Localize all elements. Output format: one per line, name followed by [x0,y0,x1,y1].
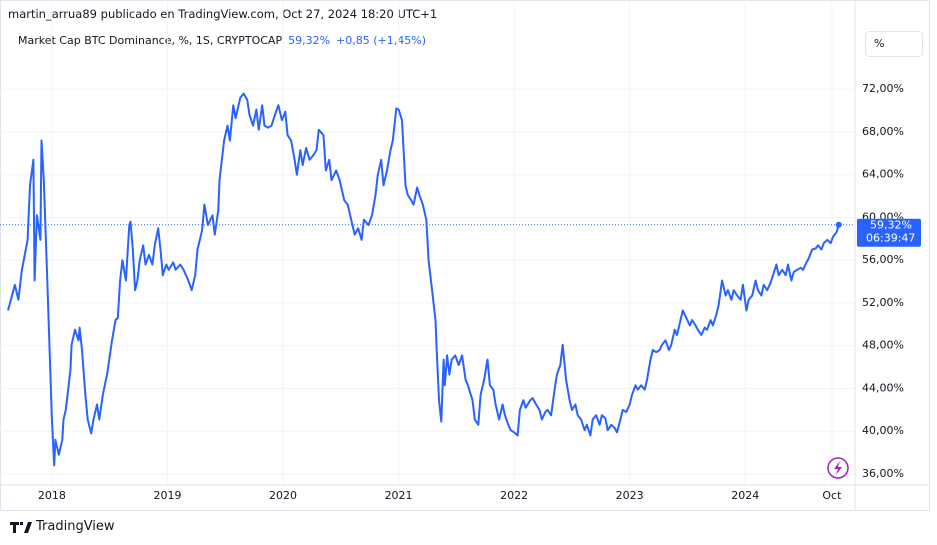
event-icon[interactable] [827,457,849,479]
legend-change: +0,85 (+1,45%) [336,34,426,47]
frame [0,0,930,511]
price-tag-countdown: 06:39:47 [866,232,915,245]
x-tick-label: 2020 [269,489,297,502]
logo [10,521,32,533]
x-tick-label: Oct [822,489,842,502]
y-tick-label: 64,00% [862,168,904,181]
x-tick-label: 2019 [153,489,181,502]
event-icon-bolt [834,461,842,475]
footer: TradingView [10,519,115,534]
x-tick-label: 2024 [731,489,759,502]
price-tag-value: 59,32% [870,219,912,232]
y-tick-label: 52,00% [862,296,904,309]
legend: Market Cap BTC Dominance, %, 1S, CRYPTOC… [18,34,426,47]
x-tick-label: 2022 [500,489,528,502]
y-tick-label: 68,00% [862,125,904,138]
y-tick-label: 56,00% [862,253,904,266]
y-tick-label: 72,00% [862,82,904,95]
chart: 36,00%40,00%44,00%48,00%52,00%56,00%60,0… [0,0,930,511]
y-tick-label: 44,00% [862,381,904,394]
logo-mark [10,521,32,533]
x-tick-label: 2021 [385,489,413,502]
x-tick-label: 2018 [38,489,66,502]
y-tick-label: 48,00% [862,339,904,352]
legend-value: 59,32% [288,34,331,47]
line-series [7,92,840,467]
header: martin_arrua89 publicado en TradingView.… [8,7,438,21]
y-tick-label: 40,00% [862,424,904,437]
y-tick-label: 36,00% [862,467,904,480]
scale-button[interactable]: % [865,31,923,57]
price-tag [857,218,921,247]
legend-name: Market Cap BTC Dominance, %, 1S, CRYPTOC… [18,34,283,47]
brand: TradingView [36,519,115,534]
x-tick-label: 2023 [616,489,644,502]
last-point [835,221,842,228]
